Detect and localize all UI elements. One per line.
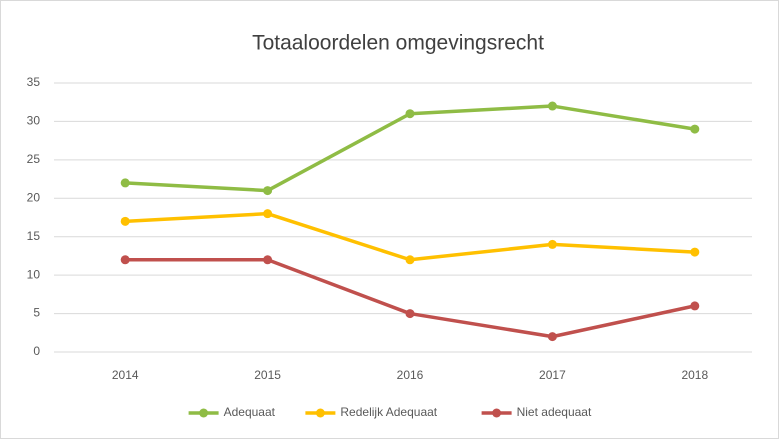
data-point <box>405 309 415 319</box>
data-point <box>405 109 415 119</box>
y-tick-label: 35 <box>27 75 41 89</box>
data-point <box>263 255 273 265</box>
y-tick-label: 25 <box>27 152 41 166</box>
y-tick-label: 20 <box>27 190 41 204</box>
y-tick-label: 0 <box>33 344 40 358</box>
chart-title: Totaaloordelen omgevingsrecht <box>252 32 544 55</box>
legend-marker <box>199 408 209 418</box>
legend-marker <box>492 408 502 418</box>
data-point <box>263 209 273 219</box>
data-point <box>690 247 700 257</box>
x-tick-label: 2018 <box>681 368 708 382</box>
data-point <box>120 216 130 226</box>
y-tick-label: 5 <box>33 306 40 320</box>
data-point <box>547 101 557 111</box>
data-point <box>690 301 700 311</box>
x-tick-label: 2015 <box>254 368 281 382</box>
legend-marker <box>315 408 325 418</box>
x-tick-label: 2017 <box>539 368 566 382</box>
data-point <box>405 255 415 265</box>
data-point <box>547 332 557 342</box>
legend-label: Redelijk Adequaat <box>340 405 437 419</box>
data-point <box>263 186 273 196</box>
x-tick-label: 2014 <box>112 368 139 382</box>
data-point <box>690 124 700 134</box>
data-point <box>120 178 130 188</box>
y-tick-label: 15 <box>27 229 41 243</box>
y-tick-label: 10 <box>27 267 41 281</box>
legend-label: Niet adequaat <box>517 405 592 419</box>
y-tick-label: 30 <box>27 114 41 128</box>
legend-label: Adequaat <box>224 405 276 419</box>
x-tick-label: 2016 <box>397 368 424 382</box>
data-point <box>120 255 130 265</box>
data-point <box>547 239 557 249</box>
